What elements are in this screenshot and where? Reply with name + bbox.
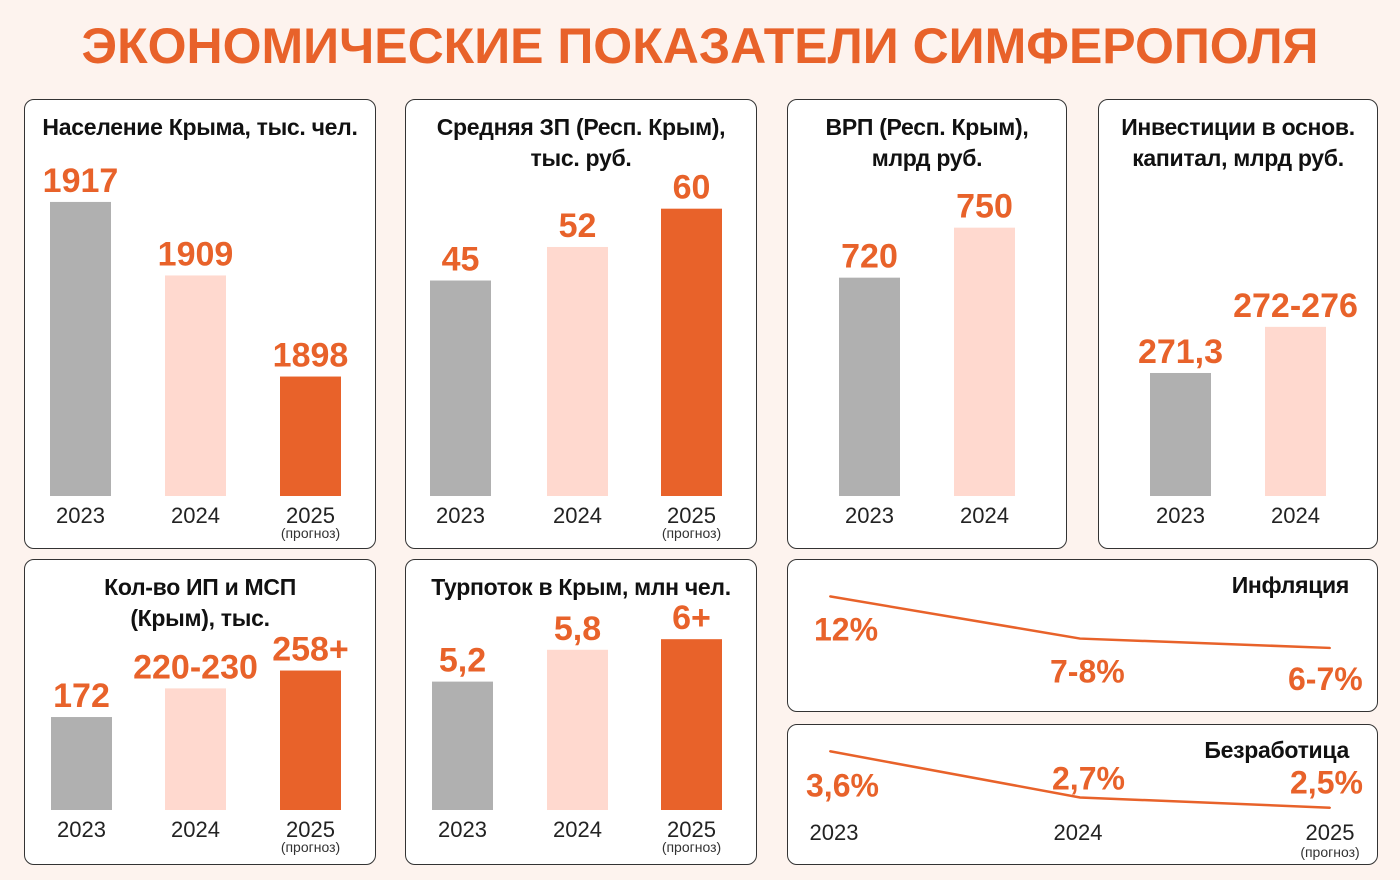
chart-title: Население Крыма, тыс. чел. bbox=[42, 114, 358, 140]
x-tick-label: 2024 bbox=[1054, 820, 1103, 845]
bar bbox=[547, 649, 608, 810]
bar bbox=[1265, 326, 1326, 496]
chart-title: Инвестиции в основ. капитал, млрд руб. bbox=[1121, 114, 1355, 171]
x-tick-label: 2025 bbox=[286, 817, 335, 842]
data-label: 750 bbox=[956, 188, 1013, 226]
data-point bbox=[1329, 806, 1331, 809]
x-tick-note: (прогноз) bbox=[281, 839, 340, 855]
chart-title: Кол-во ИП и МСП (Крым), тыс. bbox=[104, 574, 296, 631]
data-label: 1898 bbox=[273, 337, 349, 375]
panel-unemployment: Безработица bbox=[787, 724, 1378, 865]
data-label: 172 bbox=[53, 677, 110, 715]
data-label: 5,2 bbox=[439, 642, 486, 680]
data-label: 5,8 bbox=[554, 610, 601, 648]
data-point bbox=[829, 750, 831, 753]
data-point bbox=[1079, 796, 1081, 799]
bar bbox=[839, 277, 900, 496]
x-tick-label: 2024 bbox=[960, 503, 1009, 528]
x-tick-label: 2025 bbox=[667, 503, 716, 528]
x-tick-label: 2024 bbox=[171, 503, 220, 528]
x-tick-label: 2023 bbox=[1156, 503, 1205, 528]
data-point bbox=[829, 595, 831, 598]
data-label: 12% bbox=[814, 611, 878, 647]
bar bbox=[280, 670, 341, 810]
chart-title: Турпоток в Крым, млн чел. bbox=[431, 574, 731, 600]
x-tick-label: 2025 bbox=[667, 817, 716, 842]
x-tick-note: (прогноз) bbox=[1300, 844, 1359, 860]
bar bbox=[165, 275, 226, 496]
bar bbox=[50, 201, 111, 496]
chart-title: Инфляция bbox=[1231, 572, 1350, 598]
data-label: 60 bbox=[673, 169, 711, 207]
data-label: 220-230 bbox=[133, 648, 258, 686]
series-line bbox=[829, 595, 1331, 650]
chart-title: Средняя ЗП (Респ. Крым), тыс. руб. bbox=[436, 114, 726, 171]
data-label: 272-276 bbox=[1233, 287, 1358, 325]
x-tick-label: 2024 bbox=[553, 817, 602, 842]
bar bbox=[280, 376, 341, 496]
data-label: 2,7% bbox=[1052, 760, 1125, 796]
x-tick-label: 2023 bbox=[56, 503, 105, 528]
page-title: ЭКОНОМИЧЕСКИЕ ПОКАЗАТЕЛИ СИМФЕРОПОЛЯ bbox=[81, 18, 1319, 74]
data-label: 2,5% bbox=[1290, 765, 1363, 801]
bar bbox=[430, 280, 491, 496]
x-tick-label: 2023 bbox=[845, 503, 894, 528]
x-tick-note: (прогноз) bbox=[662, 839, 721, 855]
data-point bbox=[1329, 646, 1331, 649]
data-label: 6-7% bbox=[1288, 661, 1363, 697]
bar bbox=[547, 246, 608, 496]
chart-title: ВРП (Респ. Крым), млрд руб. bbox=[825, 114, 1029, 171]
data-label: 1917 bbox=[43, 162, 119, 200]
x-tick-label: 2024 bbox=[553, 503, 602, 528]
x-tick-note: (прогноз) bbox=[662, 525, 721, 541]
x-tick-label: 2025 bbox=[286, 503, 335, 528]
panel-grp: ВРП (Респ. Крым), млрд руб. bbox=[787, 99, 1067, 549]
x-tick-label: 2024 bbox=[1271, 503, 1320, 528]
bar bbox=[1150, 372, 1211, 496]
bar bbox=[661, 208, 722, 496]
bar bbox=[661, 639, 722, 810]
data-label: 52 bbox=[559, 207, 597, 245]
data-label: 45 bbox=[442, 241, 480, 279]
panel-investment: Инвестиции в основ. капитал, млрд руб. bbox=[1098, 99, 1378, 549]
x-tick-label: 2024 bbox=[171, 817, 220, 842]
x-tick-label: 2023 bbox=[438, 817, 487, 842]
chart-title: Безработица bbox=[1204, 737, 1349, 763]
data-label: 3,6% bbox=[806, 767, 879, 803]
bar bbox=[165, 688, 226, 810]
x-tick-label: 2023 bbox=[436, 503, 485, 528]
data-label: 258+ bbox=[272, 631, 349, 669]
data-label: 7-8% bbox=[1050, 654, 1125, 690]
panel-inflation: Инфляция bbox=[787, 559, 1378, 712]
x-tick-note: (прогноз) bbox=[281, 525, 340, 541]
data-label: 720 bbox=[841, 238, 898, 276]
data-label: 6+ bbox=[672, 599, 711, 637]
data-label: 271,3 bbox=[1138, 333, 1223, 371]
x-tick-label: 2023 bbox=[810, 820, 859, 845]
data-point bbox=[1079, 637, 1081, 640]
x-tick-label: 2025 bbox=[1306, 820, 1355, 845]
x-tick-label: 2023 bbox=[57, 817, 106, 842]
data-label: 1909 bbox=[158, 235, 234, 273]
bar bbox=[432, 681, 493, 810]
bar bbox=[954, 227, 1015, 496]
bar bbox=[51, 717, 112, 810]
